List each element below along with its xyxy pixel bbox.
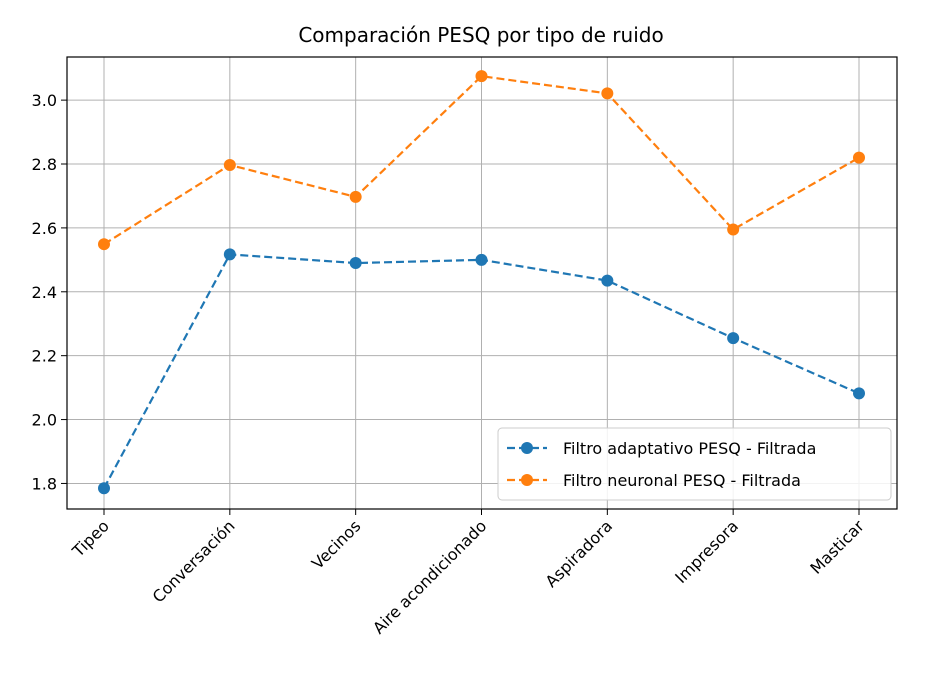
series-layer	[98, 70, 865, 495]
x-tick-label: Aire acondicionado	[369, 516, 490, 637]
x-tick-label: Conversación	[149, 516, 239, 606]
series-point	[853, 387, 865, 400]
series-point	[349, 190, 362, 203]
x-tick-label: Vecinos	[308, 516, 365, 573]
series-point	[223, 248, 236, 261]
series-point	[601, 87, 614, 100]
legend-label: Filtro neuronal PESQ - Filtrada	[563, 471, 801, 490]
y-tick-label: 2.6	[32, 219, 57, 238]
series-point	[601, 274, 614, 287]
y-tick-label: 3.0	[32, 91, 57, 110]
series-point	[475, 253, 488, 266]
y-tick-label: 2.0	[32, 411, 57, 430]
series-point	[98, 482, 110, 495]
series-point	[727, 223, 740, 236]
y-tick-label: 2.2	[32, 347, 57, 366]
y-axis: 1.8 2.0 2.2 2.4 2.6 2.8 3.0	[32, 91, 67, 493]
x-tick-label: Aspiradora	[541, 516, 616, 591]
x-tick-label: Masticar	[806, 516, 868, 578]
legend-marker	[521, 474, 533, 486]
series-point	[853, 151, 865, 164]
series-point	[349, 257, 362, 270]
series-point	[475, 70, 488, 83]
series-point	[223, 158, 236, 171]
chart-title: Comparación PESQ por tipo de ruido	[298, 23, 663, 47]
y-tick-label: 2.4	[32, 283, 57, 302]
series-1	[98, 70, 865, 251]
legend: Filtro adaptativo PESQ - Filtrada Filtro …	[497, 427, 892, 501]
x-axis: Tipeo Conversación Vecinos Aire acondiciona…	[68, 509, 868, 638]
legend-box	[497, 427, 892, 501]
legend-label: Filtro adaptativo PESQ - Filtrada	[563, 439, 816, 458]
series-point	[727, 332, 740, 345]
y-tick-label: 2.8	[32, 155, 57, 174]
series-0	[98, 248, 865, 495]
series-point	[98, 238, 110, 251]
y-tick-label: 1.8	[32, 474, 57, 493]
x-tick-label: Impresora	[671, 516, 742, 587]
legend-marker	[521, 442, 533, 454]
x-tick-label: Tipeo	[68, 516, 113, 561]
